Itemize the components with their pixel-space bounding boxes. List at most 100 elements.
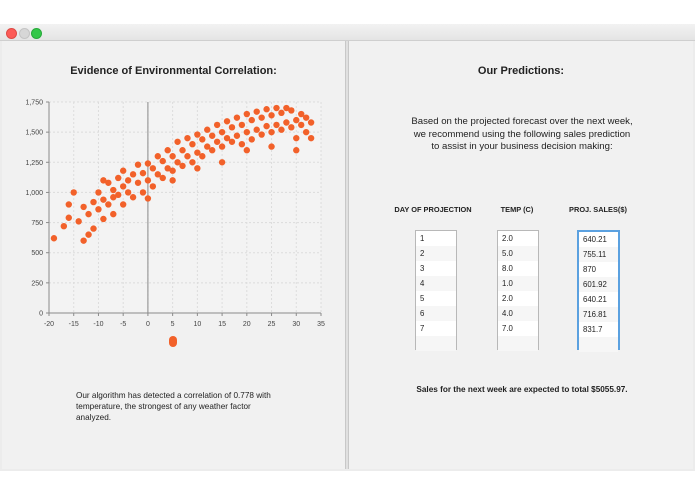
correlation-note: Our algorithm has detected a correlation… xyxy=(76,391,271,422)
day-list-item[interactable]: 4 xyxy=(416,276,456,291)
data-point xyxy=(302,114,310,121)
data-point xyxy=(144,177,152,184)
sales-list[interactable]: 640.21 755.11 870 601.92 640.21 716.81 831.7 xyxy=(577,230,620,352)
data-point xyxy=(179,162,186,170)
temp-list-item[interactable]: 2.0 xyxy=(502,294,513,303)
sales-list-item[interactable]: 716.81 xyxy=(579,307,618,322)
sales-list-item[interactable]: 640.21 xyxy=(583,235,607,244)
data-point xyxy=(253,126,260,133)
data-point xyxy=(307,134,315,142)
window-titlebar xyxy=(0,24,695,41)
x-tick-label: 20 xyxy=(243,321,251,328)
correlation-panel: Evidence of Environmental Correlation: -… xyxy=(2,41,345,469)
day-list-item[interactable] xyxy=(416,336,456,351)
data-point xyxy=(268,112,275,119)
data-point xyxy=(75,218,82,225)
data-point xyxy=(298,121,305,129)
x-tick-label: -15 xyxy=(69,321,79,328)
data-point xyxy=(194,165,201,172)
data-point xyxy=(248,136,255,143)
sales-list-item[interactable] xyxy=(579,337,618,352)
day-list-item[interactable]: 5 xyxy=(420,294,425,303)
data-point xyxy=(100,215,107,223)
data-point xyxy=(159,157,166,165)
data-point xyxy=(124,177,132,184)
data-point xyxy=(115,191,122,199)
data-point xyxy=(90,198,97,206)
data-point xyxy=(218,159,226,166)
temp-list-item[interactable] xyxy=(498,336,538,351)
close-button[interactable] xyxy=(6,28,17,39)
minimize-button[interactable] xyxy=(19,28,30,39)
data-point xyxy=(95,189,102,196)
data-point xyxy=(50,235,58,242)
day-list-item[interactable]: 7 xyxy=(420,324,425,333)
temp-list-item[interactable]: 7.0 xyxy=(502,324,513,333)
data-point xyxy=(119,201,127,208)
data-point xyxy=(218,143,226,150)
data-point xyxy=(298,110,305,118)
data-point xyxy=(213,121,221,129)
data-point xyxy=(273,104,280,112)
data-point xyxy=(139,169,147,177)
data-point xyxy=(105,179,112,186)
x-tick-label: 0 xyxy=(146,321,150,328)
data-point xyxy=(100,196,107,203)
sales-list-item[interactable]: 870 xyxy=(583,265,597,274)
day-list[interactable]: 1 2 3 4 5 6 7 xyxy=(415,230,457,351)
data-point xyxy=(223,118,231,125)
data-point xyxy=(268,128,275,136)
data-point xyxy=(302,128,310,136)
data-point xyxy=(134,179,142,186)
data-point xyxy=(149,165,157,172)
data-point xyxy=(293,116,300,124)
temp-list-item[interactable]: 1.0 xyxy=(498,276,538,291)
sales-list-item[interactable]: 601.92 xyxy=(579,277,618,292)
x-tick-label: -20 xyxy=(44,321,54,328)
sales-summary: Sales for the next week are expected to … xyxy=(416,385,628,394)
data-point xyxy=(263,106,270,113)
temp-list-item[interactable]: 2.0 xyxy=(502,234,513,243)
y-tick-label: 500 xyxy=(31,250,43,257)
data-point xyxy=(194,149,201,156)
sales-list-item[interactable]: 755.11 xyxy=(579,247,618,262)
temp-list-item[interactable]: 4.0 xyxy=(498,306,538,321)
sales-list-item[interactable]: 831.7 xyxy=(583,325,603,334)
data-point xyxy=(154,171,161,178)
data-point xyxy=(100,177,107,184)
data-point xyxy=(199,153,206,160)
data-point xyxy=(248,116,255,124)
day-list-item[interactable]: 1 xyxy=(420,234,425,243)
data-point xyxy=(189,141,196,148)
data-point xyxy=(199,136,206,143)
data-point xyxy=(80,203,87,211)
day-list-item[interactable]: 6 xyxy=(416,306,456,321)
temp-list[interactable]: 2.0 5.0 8.0 1.0 2.0 4.0 7.0 xyxy=(497,230,539,351)
data-point xyxy=(65,214,72,221)
data-point xyxy=(174,159,181,166)
data-point xyxy=(209,132,216,139)
y-tick-label: 1,500 xyxy=(25,130,43,137)
sales-list-item[interactable]: 640.21 xyxy=(583,295,607,304)
day-list-item[interactable]: 2 xyxy=(416,246,456,261)
data-point xyxy=(85,210,92,218)
data-point xyxy=(129,171,137,178)
temp-list-item[interactable]: 8.0 xyxy=(502,264,513,273)
data-point xyxy=(213,138,221,145)
data-point xyxy=(149,183,157,190)
data-point xyxy=(238,121,246,129)
data-point xyxy=(293,147,300,154)
x-tick-label: 5 xyxy=(171,321,175,328)
data-point xyxy=(238,141,246,148)
data-point xyxy=(110,210,117,218)
day-list-item[interactable]: 3 xyxy=(420,264,425,273)
data-point xyxy=(115,174,122,182)
data-point xyxy=(65,201,72,208)
data-point xyxy=(218,128,226,136)
data-point xyxy=(243,128,251,136)
temp-list-item[interactable]: 5.0 xyxy=(498,246,538,261)
split-divider[interactable] xyxy=(345,41,349,469)
y-tick-label: 750 xyxy=(31,220,43,227)
zoom-button[interactable] xyxy=(31,28,42,39)
data-point xyxy=(263,122,270,130)
